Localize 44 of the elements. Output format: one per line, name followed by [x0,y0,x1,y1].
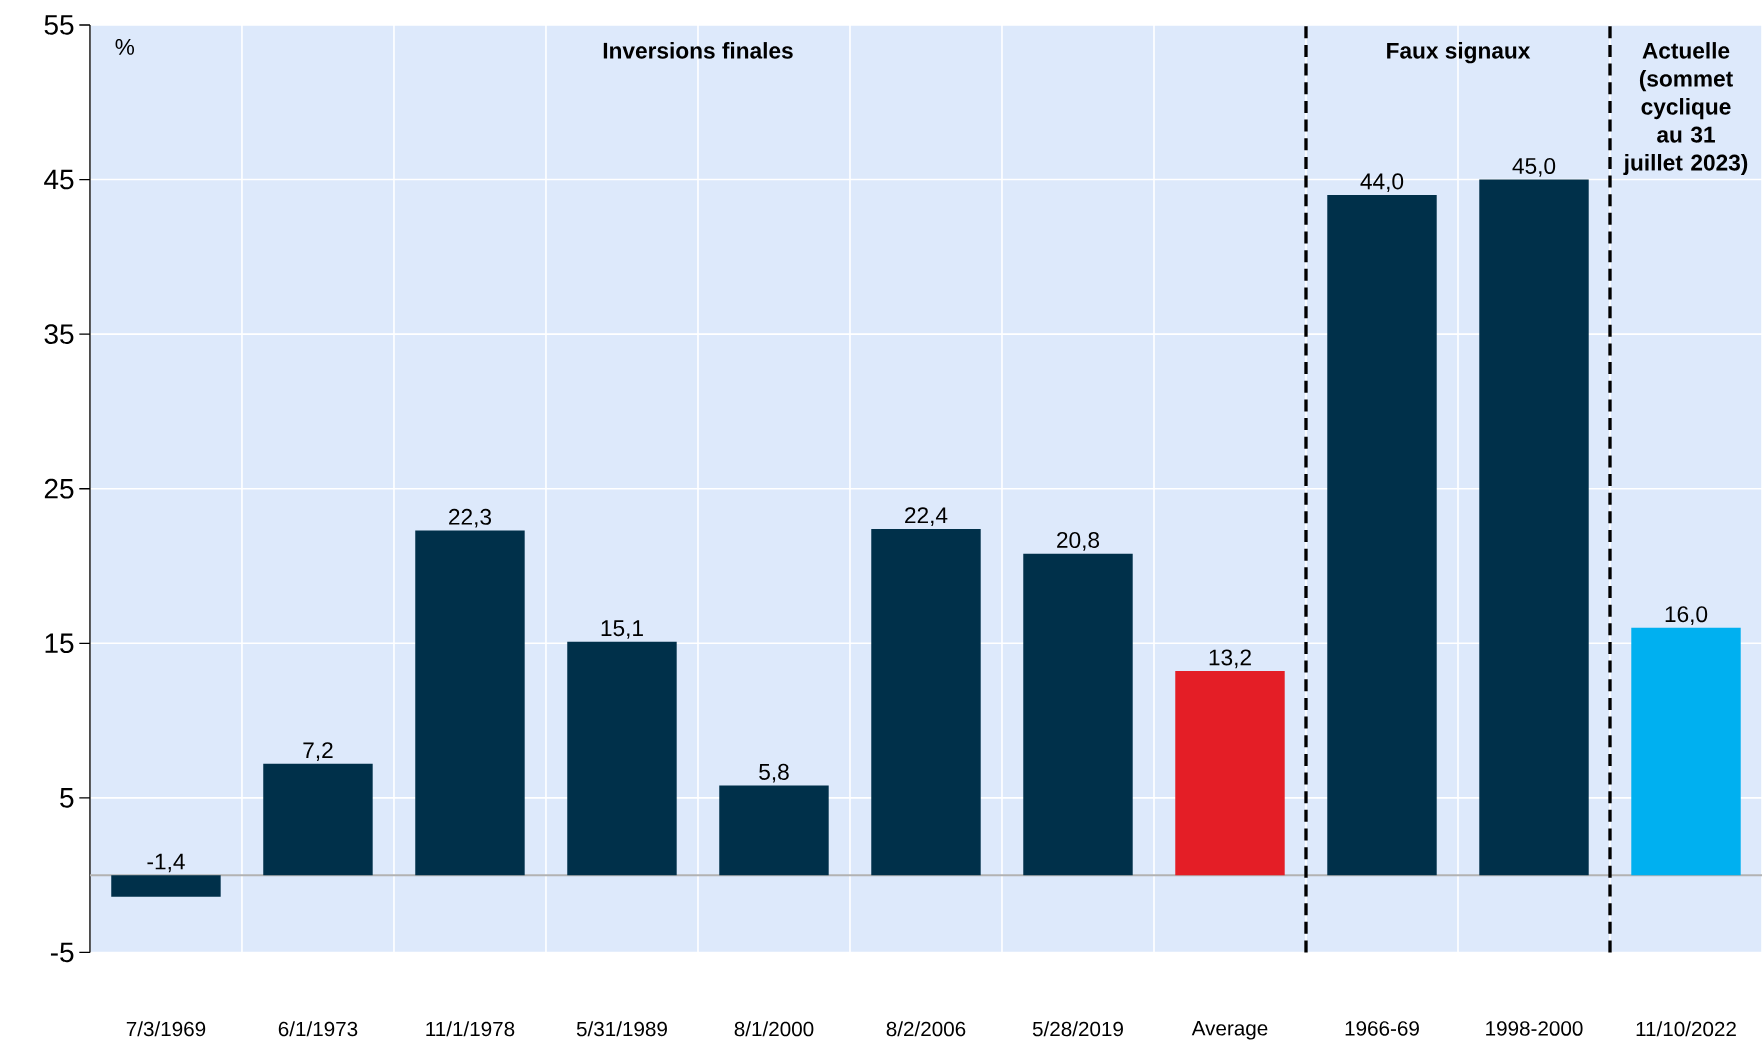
x-tick-label: 8/1/2000 [734,1021,814,1037]
x-tick-label: 1998-2000 [1486,1021,1583,1036]
data-label: 22,3 [449,508,492,528]
x-tick-label: 5/31/1989 [576,1021,667,1037]
data-label: 45,0 [1512,157,1556,177]
bar [871,528,981,876]
bar [1327,194,1437,876]
x-tick-label: 7/3/1969 [126,1021,206,1037]
data-label: 16,0 [1665,606,1708,625]
data-label: 44,0 [1360,173,1404,193]
bar [111,875,221,897]
x-tick-label: 8/2/2006 [886,1021,966,1037]
data-label: 5,8 [759,763,789,783]
x-tick-label: 5/28/2019 [1032,1021,1123,1037]
data-label: -1,4 [147,853,185,873]
bar [567,641,677,876]
data-label: 22,4 [905,507,948,526]
annotation: Inversions finales [603,42,793,59]
bar [719,785,829,876]
y-axis-title: % [115,38,135,55]
y-tick-label: 45 [44,169,74,190]
data-label: 13,2 [1209,649,1251,669]
y-tick-label: 55 [44,15,74,35]
y-tick-label: 35 [44,324,74,345]
x-tick-label: Average [1191,1021,1268,1040]
bar [263,763,373,876]
y-tick-label: 25 [44,478,74,499]
bar [1023,553,1133,876]
data-label: 20,8 [1057,531,1100,551]
data-label: 7,2 [303,742,333,761]
y-tick-label: 15 [45,633,74,654]
annotation: Actuelle (sommet cyclique au 31 juillet 2023) [1623,42,1748,176]
annotation: Faux signaux [1387,42,1531,64]
x-tick-label: 11/1/1978 [426,1021,515,1037]
bar [1175,671,1285,876]
y-tick-label: 5 [60,788,74,808]
x-tick-label: 1966-69 [1345,1021,1419,1036]
x-tick-label: 6/1/1973 [278,1021,358,1037]
y-tick-label: -5 [50,942,74,963]
x-tick-label: 11/10/2022 [1636,1021,1736,1037]
bar [1631,627,1741,876]
bar [415,530,525,876]
bar [1479,179,1589,876]
data-label: 15,1 [601,620,643,639]
